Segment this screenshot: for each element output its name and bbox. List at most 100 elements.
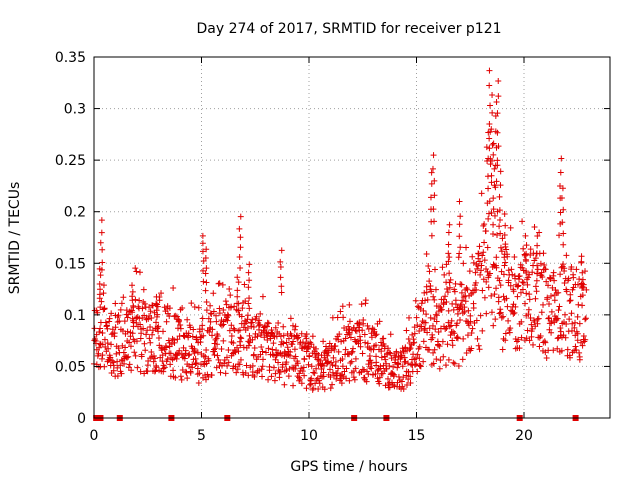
data-point — [98, 217, 105, 224]
data-point — [422, 319, 429, 326]
data-point — [275, 320, 282, 327]
data-point — [489, 141, 496, 148]
data-point — [296, 376, 303, 383]
data-point — [510, 288, 517, 295]
data-point — [308, 363, 315, 370]
data-point — [423, 250, 430, 257]
data-points — [90, 67, 590, 393]
data-point — [552, 286, 559, 293]
data-point — [136, 269, 143, 276]
data-point — [191, 304, 198, 311]
y-tick-label: 0.15 — [55, 256, 86, 272]
data-point — [235, 307, 242, 314]
data-point — [358, 301, 365, 308]
data-point — [516, 276, 523, 283]
data-point — [446, 284, 453, 291]
data-point — [153, 313, 160, 320]
data-point — [391, 371, 398, 378]
data-point — [246, 305, 253, 312]
data-point — [179, 304, 186, 311]
data-point — [102, 319, 109, 326]
data-point — [523, 290, 530, 297]
data-point — [300, 364, 307, 371]
data-point — [309, 333, 316, 340]
data-point — [373, 331, 380, 338]
data-point — [365, 326, 372, 333]
data-point — [488, 172, 495, 179]
data-point — [372, 342, 379, 349]
data-point — [158, 290, 165, 297]
data-point — [277, 368, 284, 375]
data-point — [259, 293, 266, 300]
data-point — [96, 329, 103, 335]
data-point — [136, 297, 143, 304]
data-point — [428, 180, 435, 187]
data-point — [337, 308, 344, 315]
data-point — [493, 178, 500, 185]
data-point — [438, 306, 445, 313]
data-point — [246, 332, 253, 339]
data-point — [488, 292, 495, 299]
data-point — [355, 324, 362, 331]
data-point — [346, 318, 353, 325]
data-point — [525, 306, 532, 313]
data-point — [122, 344, 129, 351]
data-point — [276, 374, 283, 381]
data-point — [192, 360, 199, 367]
data-point — [259, 363, 266, 370]
data-point — [247, 364, 254, 371]
data-point — [541, 261, 548, 268]
data-point — [406, 314, 413, 321]
data-point — [447, 332, 454, 339]
data-point — [149, 302, 156, 309]
data-point — [490, 231, 497, 238]
data-point — [493, 264, 500, 271]
data-point — [133, 338, 140, 345]
data-point — [466, 268, 473, 275]
data-point — [459, 297, 466, 304]
data-point — [248, 323, 255, 330]
data-point — [568, 263, 575, 270]
data-point — [128, 367, 135, 374]
data-point — [237, 234, 244, 241]
data-point — [579, 342, 586, 349]
data-point — [495, 93, 502, 100]
data-point — [96, 295, 103, 302]
data-point — [235, 279, 242, 286]
data-point — [246, 261, 253, 268]
tick-labels: 0 0.05 0.1 0.15 0.2 0.25 0.3 0.35 0 5 10 15 20 — [55, 50, 533, 444]
data-point — [445, 319, 452, 326]
data-point — [414, 351, 421, 358]
data-point — [172, 374, 179, 381]
data-point — [373, 353, 380, 360]
data-point — [475, 250, 482, 257]
data-point — [150, 358, 157, 365]
data-point — [361, 367, 368, 374]
data-point — [419, 318, 426, 325]
data-point — [272, 356, 279, 363]
data-point — [496, 207, 503, 214]
data-point — [491, 165, 498, 172]
data-point — [97, 286, 104, 293]
data-point — [211, 352, 218, 359]
data-point — [110, 367, 117, 374]
data-point — [117, 362, 124, 369]
data-point — [580, 333, 587, 340]
data-point — [174, 336, 181, 343]
data-point — [97, 325, 104, 332]
data-point — [414, 322, 421, 329]
data-point — [446, 254, 453, 261]
data-point — [427, 194, 434, 201]
data-point — [107, 354, 114, 361]
data-point — [359, 327, 366, 334]
data-point — [362, 297, 369, 304]
data-point — [400, 374, 407, 381]
data-point — [574, 337, 581, 344]
data-point — [292, 353, 299, 360]
data-point — [244, 324, 251, 331]
data-point — [372, 371, 379, 378]
data-point — [474, 335, 481, 342]
data-point — [523, 242, 530, 249]
data-point — [202, 287, 209, 294]
data-point — [387, 331, 394, 338]
